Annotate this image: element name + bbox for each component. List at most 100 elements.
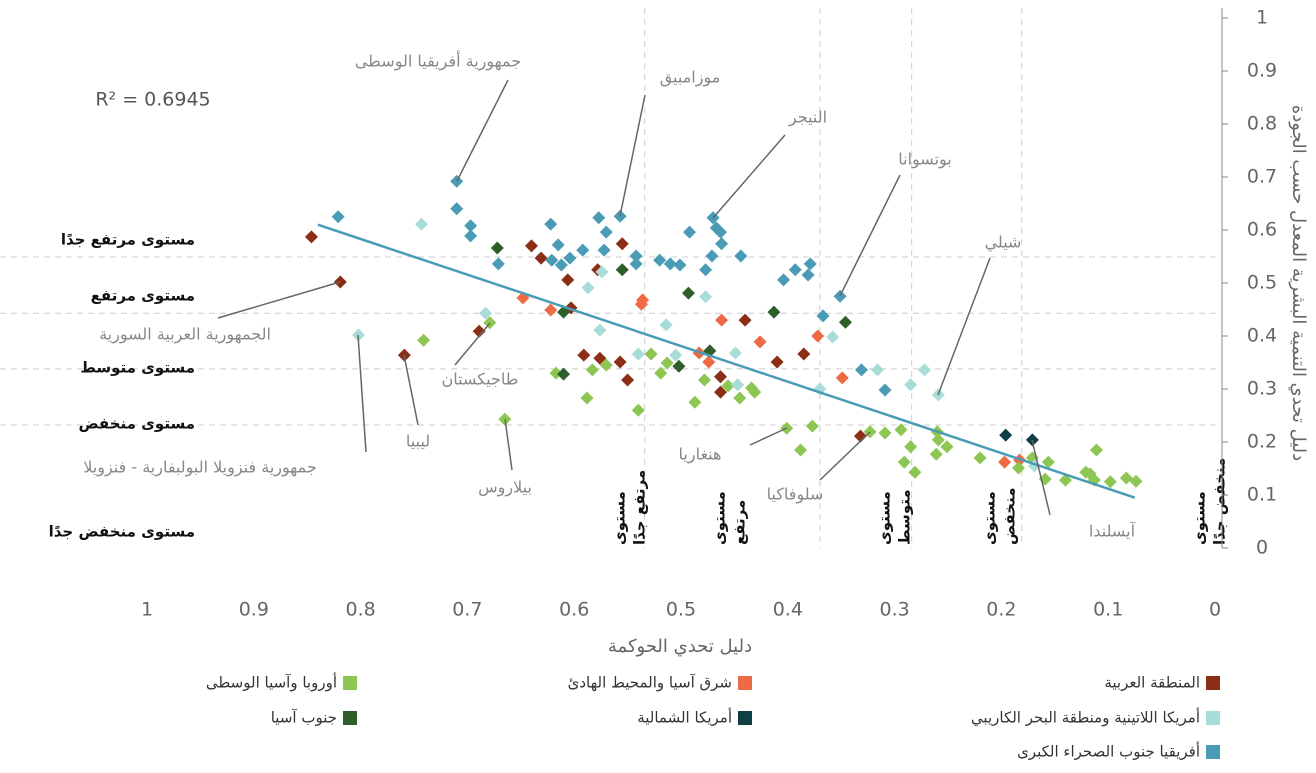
annotation: آيسلندا xyxy=(1089,522,1137,541)
point xyxy=(753,335,767,349)
point xyxy=(705,249,719,263)
point xyxy=(854,363,868,377)
point xyxy=(581,281,595,295)
y-tick-label: 0.5 xyxy=(1247,272,1277,294)
leader-line xyxy=(937,257,991,396)
point xyxy=(1025,433,1039,447)
leader-line xyxy=(712,134,786,219)
point xyxy=(697,373,711,387)
legend-label: جنوب آسيا xyxy=(271,709,337,727)
point xyxy=(894,423,908,437)
point xyxy=(613,355,627,369)
legend-label: أمريكا الشمالية xyxy=(637,708,732,727)
leader-line xyxy=(504,418,513,471)
annotation: شيلي xyxy=(985,233,1022,253)
x-tick-label: 0.5 xyxy=(666,599,696,621)
point xyxy=(659,318,673,332)
point xyxy=(853,429,867,443)
point xyxy=(777,273,791,287)
point xyxy=(803,257,817,271)
point xyxy=(551,238,565,252)
point xyxy=(634,297,648,311)
point xyxy=(544,217,558,231)
level-label: منخفض xyxy=(1001,488,1019,545)
point xyxy=(563,251,577,265)
point xyxy=(1083,467,1097,481)
leader-line xyxy=(619,94,646,217)
point xyxy=(714,370,728,384)
point xyxy=(904,440,918,454)
level-label: منخفض جدًا xyxy=(1211,458,1229,545)
point xyxy=(738,313,752,327)
annotation: بوتسوانا xyxy=(898,150,951,170)
point xyxy=(904,378,918,392)
point xyxy=(715,237,729,251)
leader-line xyxy=(454,322,491,366)
point xyxy=(801,268,815,282)
point xyxy=(797,347,811,361)
point xyxy=(644,347,658,361)
point xyxy=(699,290,713,304)
point xyxy=(669,348,683,362)
leader-line xyxy=(1031,439,1051,516)
point xyxy=(728,346,742,360)
legend-swatch xyxy=(343,711,357,725)
point xyxy=(1041,455,1055,469)
point xyxy=(871,363,885,377)
point xyxy=(479,306,493,320)
point xyxy=(699,263,713,277)
level-label: مرتفع xyxy=(731,500,749,545)
point xyxy=(672,359,686,373)
point xyxy=(631,403,645,417)
point xyxy=(811,329,825,343)
point xyxy=(838,315,852,329)
y-tick-label: 0.3 xyxy=(1247,378,1277,400)
legend-swatch xyxy=(1206,745,1220,759)
level-label: مستوى منخفض جدًا xyxy=(49,523,195,541)
y-tick-label: 0.2 xyxy=(1247,431,1277,453)
point xyxy=(450,174,464,188)
point xyxy=(615,263,629,277)
point xyxy=(464,229,478,243)
x-tick-label: 0.2 xyxy=(986,599,1016,621)
point xyxy=(621,373,635,387)
point xyxy=(304,230,318,244)
annotation: جمهورية فنزويلا البولبفارية - فنزويلا xyxy=(83,458,317,478)
point xyxy=(534,251,548,265)
point xyxy=(351,328,365,342)
point xyxy=(688,395,702,409)
point xyxy=(585,363,599,377)
point xyxy=(826,330,840,344)
point xyxy=(1058,473,1072,487)
point xyxy=(770,355,784,369)
point xyxy=(1089,443,1103,457)
annotation: الجمهورية العربية السورية xyxy=(99,325,271,345)
level-label: مستوى منخفض xyxy=(78,415,195,433)
point xyxy=(835,371,849,385)
y-tick-label: 0.7 xyxy=(1247,166,1277,188)
point xyxy=(545,253,559,267)
point xyxy=(1011,461,1025,475)
x-tick-label: 0.9 xyxy=(239,599,269,621)
annotation: جمهورية أفريقيا الوسطى xyxy=(355,51,521,72)
y-tick-label: 0.6 xyxy=(1247,219,1277,241)
level-label: مستوى xyxy=(611,491,629,545)
point xyxy=(734,249,748,263)
point xyxy=(629,249,643,263)
point xyxy=(931,433,945,447)
point xyxy=(673,258,687,272)
y-tick-label: 0.4 xyxy=(1247,325,1277,347)
point xyxy=(576,243,590,257)
level-label: مرتفع جدًا xyxy=(631,470,649,545)
y-tick-label: 0.9 xyxy=(1247,60,1277,82)
r-squared: R² = 0.6945 xyxy=(95,89,210,111)
point xyxy=(450,202,464,216)
level-label: مستوى xyxy=(981,491,999,545)
x-tick-label: 0.4 xyxy=(773,599,803,621)
level-label: مستوى xyxy=(876,491,894,545)
point xyxy=(414,217,428,231)
point xyxy=(794,443,808,457)
point xyxy=(599,358,613,372)
point xyxy=(878,426,892,440)
